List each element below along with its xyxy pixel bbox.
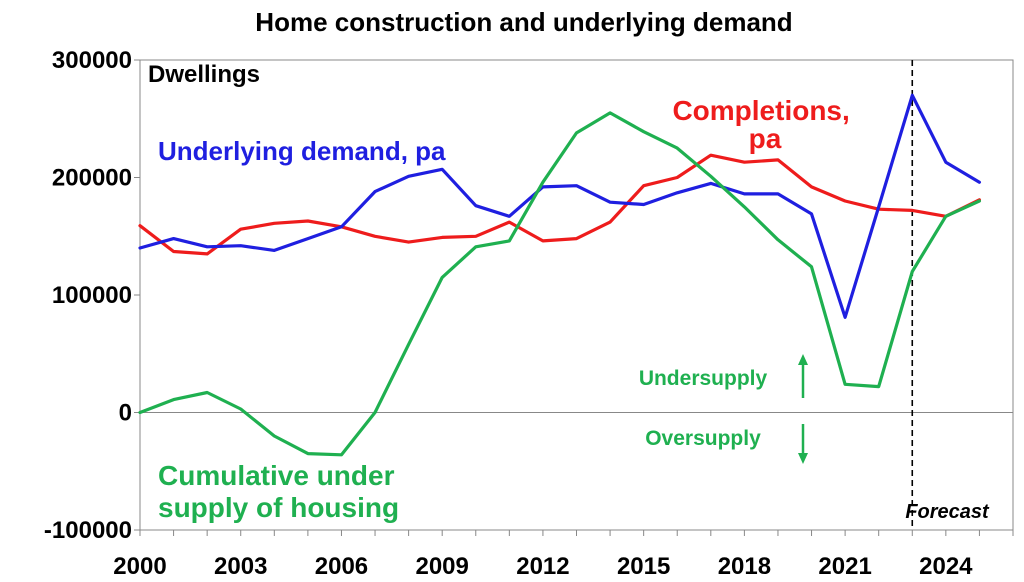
label-cumulative: Cumulative under supply of housing [158, 460, 402, 523]
unit-label: Dwellings [148, 61, 260, 88]
x-axis: 2000 2003 2006 2009 2012 2015 2018 2021 2024 [113, 530, 1014, 580]
x-tick-label: 2021 [818, 553, 871, 580]
series-line-2 [138, 111, 982, 457]
undersupply-label: Undersupply [639, 367, 768, 390]
y-tick-label: 300000 [52, 47, 132, 74]
label-underlying-demand: Underlying demand, pa [158, 136, 446, 166]
y-axis: 300000 200000 100000 0 -100000 [44, 47, 140, 544]
series-line-0 [138, 93, 982, 319]
series-line-1 [138, 153, 982, 256]
down-arrow-icon [798, 424, 808, 464]
forecast-label: Forecast [905, 501, 990, 523]
x-tick-label: 2024 [919, 553, 973, 580]
series-lines [138, 93, 982, 457]
label-cumulative-line2: supply of housing [158, 492, 399, 523]
label-completions-line1: Completions, [672, 95, 849, 126]
y-tick-label: 200000 [52, 165, 132, 192]
x-tick-label: 2009 [415, 553, 468, 580]
label-cumulative-line1: Cumulative under [158, 460, 395, 491]
oversupply-label: Oversupply [645, 427, 761, 450]
label-completions-line2: pa [749, 123, 782, 154]
y-tick-label: 100000 [52, 282, 132, 309]
chart-title: Home construction and underlying demand [255, 7, 792, 37]
x-tick-label: 2018 [718, 553, 771, 580]
label-completions: Completions, pa [672, 95, 857, 154]
y-tick-label: 0 [119, 400, 132, 427]
x-tick-label: 2003 [214, 553, 267, 580]
x-tick-label: 2012 [516, 553, 569, 580]
x-tick-label: 2015 [617, 553, 670, 580]
x-tick-label: 2000 [113, 553, 166, 580]
up-arrow-icon [798, 354, 808, 398]
y-tick-label: -100000 [44, 517, 132, 544]
x-tick-label: 2006 [315, 553, 368, 580]
